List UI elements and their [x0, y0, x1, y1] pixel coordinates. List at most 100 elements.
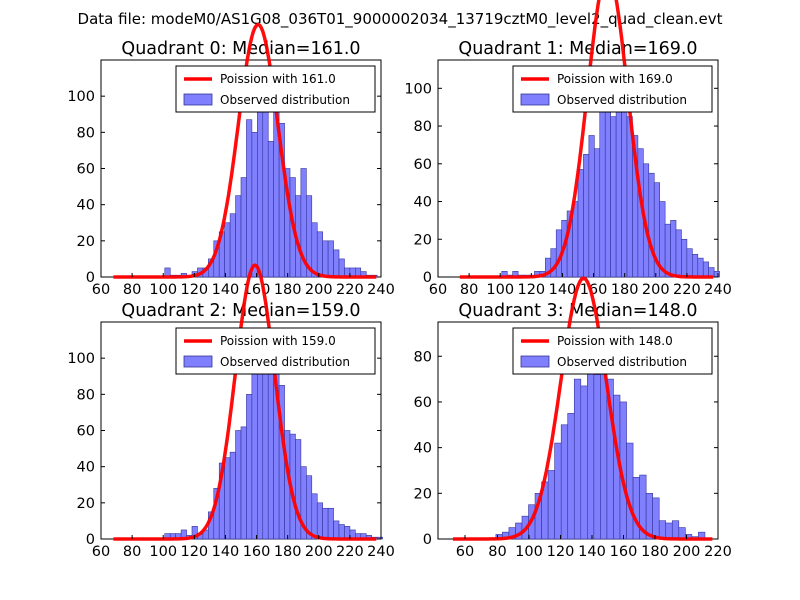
x-tick-label: 220 — [673, 282, 701, 298]
histogram-bar — [316, 231, 323, 278]
y-axis-ticks: 0 20 40 60 80 100 — [67, 351, 381, 548]
histogram-bar — [240, 177, 247, 278]
x-tick-label: 120 — [180, 282, 208, 298]
histogram-bar — [713, 271, 720, 278]
histogram-bar — [240, 426, 247, 540]
x-tick-label: 60 — [92, 544, 110, 560]
histogram-bar — [550, 248, 557, 278]
x-tick-label: 240 — [704, 282, 732, 298]
histogram-bar — [251, 366, 258, 540]
histogram-bar — [626, 442, 634, 540]
histogram-bar — [686, 248, 693, 278]
histogram-bar — [702, 261, 709, 278]
legend-label-poisson: Poission with 161.0 — [220, 72, 336, 86]
histogram-bar — [632, 477, 640, 540]
x-axis-ticks: 60 80 100 120 140 160 180 200 220 240 — [92, 535, 395, 560]
legend-label-observed: Observed distribution — [557, 93, 687, 107]
x-axis-ticks: 60 80 100 120 140 160 180 200 220 — [456, 535, 732, 560]
x-tick-label: 140 — [212, 544, 240, 560]
histogram-bar — [316, 502, 323, 540]
poisson-curve — [452, 276, 713, 541]
histogram-bar — [588, 135, 595, 278]
y-tick-label: 100 — [404, 81, 432, 97]
histogram-bar — [322, 507, 329, 540]
x-tick-label: 80 — [123, 544, 141, 560]
legend-bar-swatch — [520, 355, 550, 368]
histogram-bar — [675, 229, 682, 278]
x-tick-label: 180 — [641, 544, 669, 560]
y-tick-label: 0 — [423, 270, 432, 286]
y-tick-label: 40 — [77, 198, 95, 214]
y-axis-ticks: 0 20 40 60 80 100 — [67, 89, 381, 286]
y-tick-label: 80 — [414, 119, 432, 135]
x-tick-label: 100 — [515, 544, 543, 560]
legend-bar-swatch — [183, 355, 213, 368]
quadrant-1-title: Quadrant 1: Median=169.0 — [458, 39, 697, 59]
legend-label-observed: Observed distribution — [557, 355, 687, 369]
histogram-bar — [658, 520, 667, 540]
x-tick-label: 220 — [336, 544, 364, 560]
quadrant-3-title: Quadrant 3: Median=148.0 — [458, 301, 697, 321]
x-tick-label: 60 — [429, 282, 447, 298]
histogram-bar — [600, 367, 608, 540]
histogram-bar — [692, 254, 699, 278]
x-tick-label: 100 — [149, 544, 177, 560]
histogram-bar — [621, 97, 628, 278]
histogram-bar — [610, 116, 617, 278]
histogram-bar — [251, 132, 258, 278]
histogram-bar — [554, 442, 562, 540]
y-tick-label: 60 — [414, 395, 432, 411]
x-tick-label: 120 — [180, 544, 208, 560]
subplots: Quadrant 0: Median=161.060 80 100 120 140 160… — [67, 0, 732, 560]
quadrant-0-title: Quadrant 0: Median=161.0 — [121, 39, 360, 59]
y-axis-ticks: 0 20 40 60 80 100 — [404, 81, 718, 286]
histogram-bar — [547, 470, 555, 540]
poisson-curve — [113, 263, 377, 541]
quadrant-0-chart: Quadrant 0: Median=161.060 80 100 120 140 160… — [67, 22, 395, 298]
quadrant-3-chart: Quadrant 3: Median=148.060 80 100 120 140 160… — [414, 276, 732, 560]
x-tick-label: 160 — [610, 544, 638, 560]
histogram-bar — [311, 222, 318, 278]
legend: Poission with 161.0 Observed distribution — [175, 65, 376, 113]
legend-label-observed: Observed distribution — [220, 93, 350, 107]
x-tick-label: 220 — [704, 544, 732, 560]
y-tick-label: 100 — [67, 89, 95, 105]
y-tick-label: 20 — [77, 234, 95, 250]
legend-label-poisson: Poission with 169.0 — [557, 72, 673, 86]
x-tick-label: 140 — [549, 282, 577, 298]
histogram-bar — [257, 348, 264, 540]
y-tick-label: 40 — [414, 195, 432, 211]
y-tick-label: 100 — [67, 351, 95, 367]
histogram-bar — [560, 424, 569, 540]
histogram-bar — [577, 169, 584, 278]
y-tick-label: 80 — [77, 387, 95, 403]
legend-label-observed: Observed distribution — [220, 355, 350, 369]
histogram-bar — [327, 507, 334, 540]
x-tick-label: 240 — [367, 282, 395, 298]
histogram-bar — [681, 238, 688, 278]
x-tick-label: 100 — [486, 282, 514, 298]
y-tick-label: 0 — [86, 270, 95, 286]
legend: Poission with 148.0 Observed distribution — [512, 327, 713, 375]
x-tick-label: 160 — [243, 544, 271, 560]
histogram-bar — [262, 95, 269, 278]
x-tick-label: 180 — [274, 544, 302, 560]
histogram-bar — [604, 88, 611, 278]
histogram-bar — [697, 257, 704, 278]
x-tick-label: 80 — [123, 282, 141, 298]
histogram-bar — [665, 522, 673, 540]
histogram-bar — [311, 493, 318, 540]
histogram-bar — [327, 240, 334, 278]
x-tick-label: 120 — [517, 282, 545, 298]
y-tick-label: 80 — [414, 349, 432, 365]
x-tick-label: 240 — [367, 544, 395, 560]
y-tick-label: 0 — [423, 532, 432, 548]
y-tick-label: 60 — [77, 424, 95, 440]
x-tick-label: 80 — [460, 282, 478, 298]
histogram-bar — [246, 394, 253, 540]
histogram-bar — [671, 520, 680, 540]
y-tick-label: 0 — [86, 532, 95, 548]
histogram-bar — [344, 526, 351, 540]
x-tick-label: 100 — [149, 282, 177, 298]
